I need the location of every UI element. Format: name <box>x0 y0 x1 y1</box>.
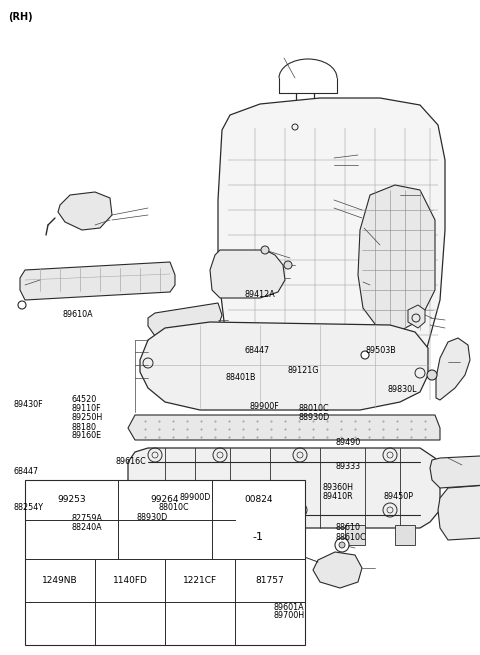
Text: 1249NB: 1249NB <box>42 576 78 585</box>
Circle shape <box>335 538 349 552</box>
Circle shape <box>161 536 168 543</box>
Text: 89601A: 89601A <box>274 603 304 612</box>
Text: 89700H: 89700H <box>274 611 305 620</box>
Text: 89121G: 89121G <box>287 365 319 375</box>
Text: 89830L: 89830L <box>388 385 417 394</box>
Text: 99264: 99264 <box>151 495 179 504</box>
Polygon shape <box>408 305 425 328</box>
Text: 89333: 89333 <box>336 462 361 471</box>
Polygon shape <box>395 525 415 545</box>
Polygon shape <box>436 338 470 400</box>
Polygon shape <box>218 98 445 408</box>
Circle shape <box>158 533 172 546</box>
Text: 89160E: 89160E <box>71 431 101 440</box>
Text: 89616C: 89616C <box>115 457 146 466</box>
Polygon shape <box>270 525 290 545</box>
Text: 89503B: 89503B <box>366 346 396 355</box>
Text: 81757: 81757 <box>256 576 284 585</box>
Text: 82759A: 82759A <box>71 514 102 523</box>
Text: 88930D: 88930D <box>299 413 330 422</box>
Text: 88180: 88180 <box>71 422 96 432</box>
Text: 89900D: 89900D <box>180 493 211 502</box>
Text: 88401B: 88401B <box>226 373 256 383</box>
Text: -1: -1 <box>253 533 264 542</box>
Text: 68447: 68447 <box>245 346 270 355</box>
Text: 89360H: 89360H <box>323 483 354 492</box>
Text: 88010C: 88010C <box>158 503 189 512</box>
Text: 89450P: 89450P <box>384 492 414 501</box>
Text: 1140FD: 1140FD <box>113 576 147 585</box>
Text: 88254Y: 88254Y <box>13 503 43 512</box>
Text: 89412A: 89412A <box>245 290 276 299</box>
Circle shape <box>339 542 345 548</box>
Polygon shape <box>438 478 480 540</box>
Polygon shape <box>20 262 175 300</box>
Polygon shape <box>140 322 428 410</box>
Polygon shape <box>430 452 480 488</box>
Text: 89490: 89490 <box>336 438 361 447</box>
Polygon shape <box>205 525 225 545</box>
Polygon shape <box>210 250 285 298</box>
Circle shape <box>65 533 79 546</box>
Polygon shape <box>313 552 362 588</box>
Text: 88010C: 88010C <box>299 404 329 413</box>
Text: 1221CF: 1221CF <box>183 576 217 585</box>
Polygon shape <box>58 192 112 230</box>
Text: 00824: 00824 <box>244 495 273 504</box>
Text: 89430F: 89430F <box>13 400 43 409</box>
Circle shape <box>427 370 437 380</box>
Text: (RH): (RH) <box>8 12 33 22</box>
Text: 68447: 68447 <box>13 467 38 476</box>
Text: 99253: 99253 <box>57 495 86 504</box>
Text: 89900F: 89900F <box>250 402 279 411</box>
Polygon shape <box>358 185 435 332</box>
Text: 88930D: 88930D <box>137 513 168 522</box>
Bar <box>25 480 305 645</box>
Polygon shape <box>128 448 440 528</box>
Circle shape <box>284 261 292 269</box>
Polygon shape <box>155 525 175 545</box>
Polygon shape <box>148 303 222 336</box>
Circle shape <box>261 246 269 254</box>
Text: 89610A: 89610A <box>62 310 93 319</box>
Text: 88610: 88610 <box>336 523 361 533</box>
Text: 89250H: 89250H <box>71 413 102 422</box>
Circle shape <box>68 536 75 543</box>
Text: 89410R: 89410R <box>323 492 353 501</box>
Polygon shape <box>128 415 440 440</box>
Polygon shape <box>345 525 365 545</box>
Text: 89110F: 89110F <box>71 404 101 413</box>
Text: 88240A: 88240A <box>71 523 102 532</box>
Circle shape <box>263 616 277 631</box>
Circle shape <box>361 351 369 359</box>
Text: 88610C: 88610C <box>336 533 367 542</box>
Text: 64520: 64520 <box>71 395 96 404</box>
